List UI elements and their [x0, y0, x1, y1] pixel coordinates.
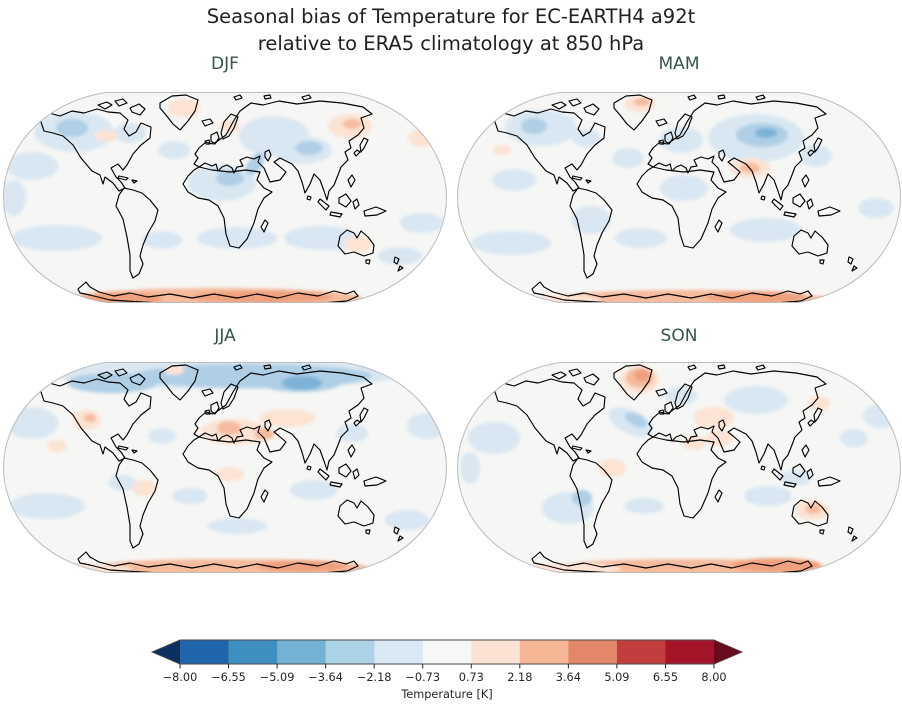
svg-text:−8.00: −8.00 — [163, 671, 198, 684]
svg-text:0.73: 0.73 — [459, 671, 484, 684]
map-panel-djf — [2, 88, 448, 307]
panel-title-son: SON — [660, 326, 698, 346]
colorbar-svg: −8.00 −6.55 −5.09 −3.64 −2.18 −0.73 0.73 2.18 3.… — [150, 639, 744, 701]
svg-text:−2.18: −2.18 — [357, 671, 392, 684]
svg-text:2.18: 2.18 — [507, 671, 532, 684]
svg-text:−0.73: −0.73 — [405, 671, 440, 684]
svg-text:6.55: 6.55 — [653, 671, 678, 684]
map-jja — [3, 362, 447, 573]
bias-contours — [3, 99, 444, 303]
figure-title: Seasonal bias of Temperature for EC-EART… — [0, 3, 902, 57]
svg-text:−5.09: −5.09 — [260, 671, 295, 684]
svg-text:8.00: 8.00 — [701, 671, 726, 684]
map-mam — [457, 92, 901, 303]
panel-title-mam: MAM — [658, 54, 700, 74]
svg-text:3.64: 3.64 — [556, 671, 581, 684]
colorbar-ticks — [179, 664, 715, 669]
figure-title-line2: relative to ERA5 climatology at 850 hPa — [257, 32, 645, 55]
map-panel-son — [456, 358, 902, 577]
map-panel-jja — [2, 358, 448, 577]
map-panel-mam — [456, 88, 902, 307]
panel-title-jja: JJA — [214, 326, 236, 346]
figure-title-line1: Seasonal bias of Temperature for EC-EART… — [206, 5, 696, 28]
svg-text:−6.55: −6.55 — [211, 671, 246, 684]
colorbar: −8.00 −6.55 −5.09 −3.64 −2.18 −0.73 0.73 2.18 3.… — [149, 637, 753, 705]
colorbar-tick-labels: −8.00 −6.55 −5.09 −3.64 −2.18 −0.73 0.73 2.18 3.… — [163, 671, 727, 684]
svg-text:−3.64: −3.64 — [308, 671, 343, 684]
svg-text:5.09: 5.09 — [604, 671, 629, 684]
bias-contours — [471, 96, 894, 303]
colorbar-cells — [150, 639, 744, 665]
panel-title-djf: DJF — [211, 54, 239, 74]
colorbar-axis-label: Temperature [K] — [400, 688, 492, 701]
map-djf — [3, 92, 447, 303]
map-son — [457, 362, 901, 573]
